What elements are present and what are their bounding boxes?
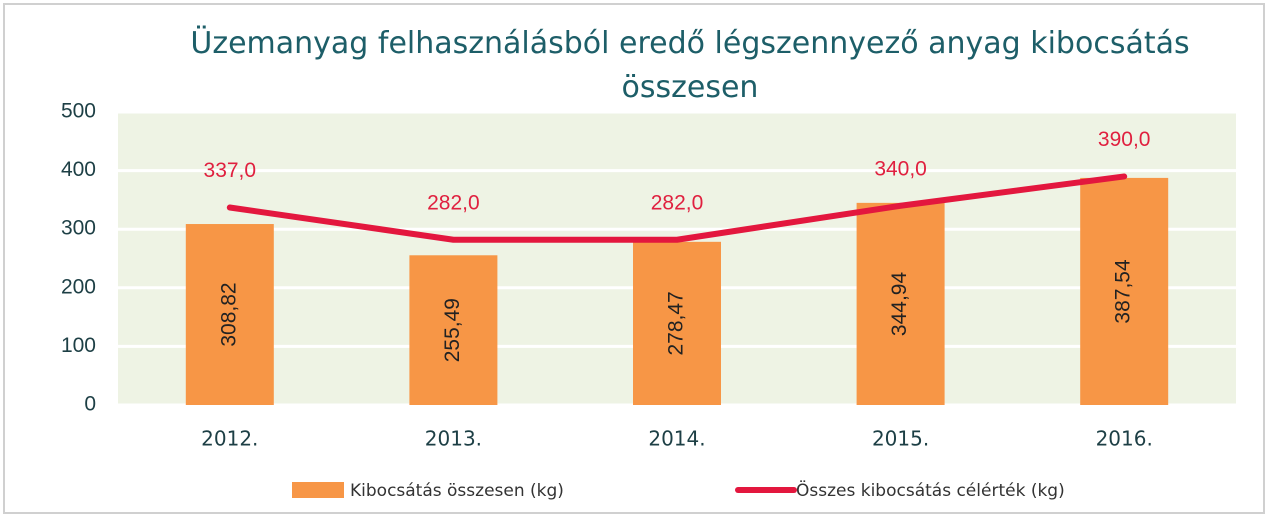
line-value-label: 282,0 [427, 191, 480, 214]
bar [1080, 177, 1169, 405]
y-tick-label: 0 [84, 393, 96, 416]
y-tick-label: 500 [61, 100, 96, 123]
x-tick-label: 2013. [425, 427, 482, 451]
bar-value-label: 255,49 [441, 298, 464, 362]
x-tick-label: 2014. [648, 427, 705, 451]
bar-value-label: 387,54 [1112, 259, 1135, 324]
y-tick-label: 300 [61, 217, 96, 240]
legend-label: Kibocsátás összesen (kg) [350, 481, 564, 501]
bar-value-label: 308,82 [217, 282, 240, 346]
x-tick-label: 2016. [1096, 427, 1153, 451]
chart-title: Üzemanyag felhasználásból eredő légszenn… [190, 26, 1190, 105]
x-tick-label: 2015. [872, 427, 929, 451]
y-tick-label: 100 [61, 334, 96, 357]
line-value-label: 340,0 [874, 157, 927, 180]
bar [409, 255, 498, 405]
y-tick-label: 200 [61, 275, 96, 298]
line [226, 173, 1128, 243]
bar [856, 202, 945, 405]
legend-label: Összes kibocsátás célérték (kg) [796, 479, 1065, 501]
line-value-label: 337,0 [204, 159, 257, 182]
line-value-label: 282,0 [651, 191, 704, 214]
legend-swatch [292, 482, 344, 498]
y-tick-label: 400 [61, 158, 96, 181]
x-tick-label: 2012. [201, 427, 258, 451]
line-value-label: 390,0 [1098, 128, 1151, 151]
bar [633, 241, 721, 405]
bar [185, 224, 274, 405]
bar-value-label: 344,94 [888, 271, 911, 336]
bar-value-label: 278,47 [665, 291, 688, 355]
chart-border [3, 3, 1265, 514]
